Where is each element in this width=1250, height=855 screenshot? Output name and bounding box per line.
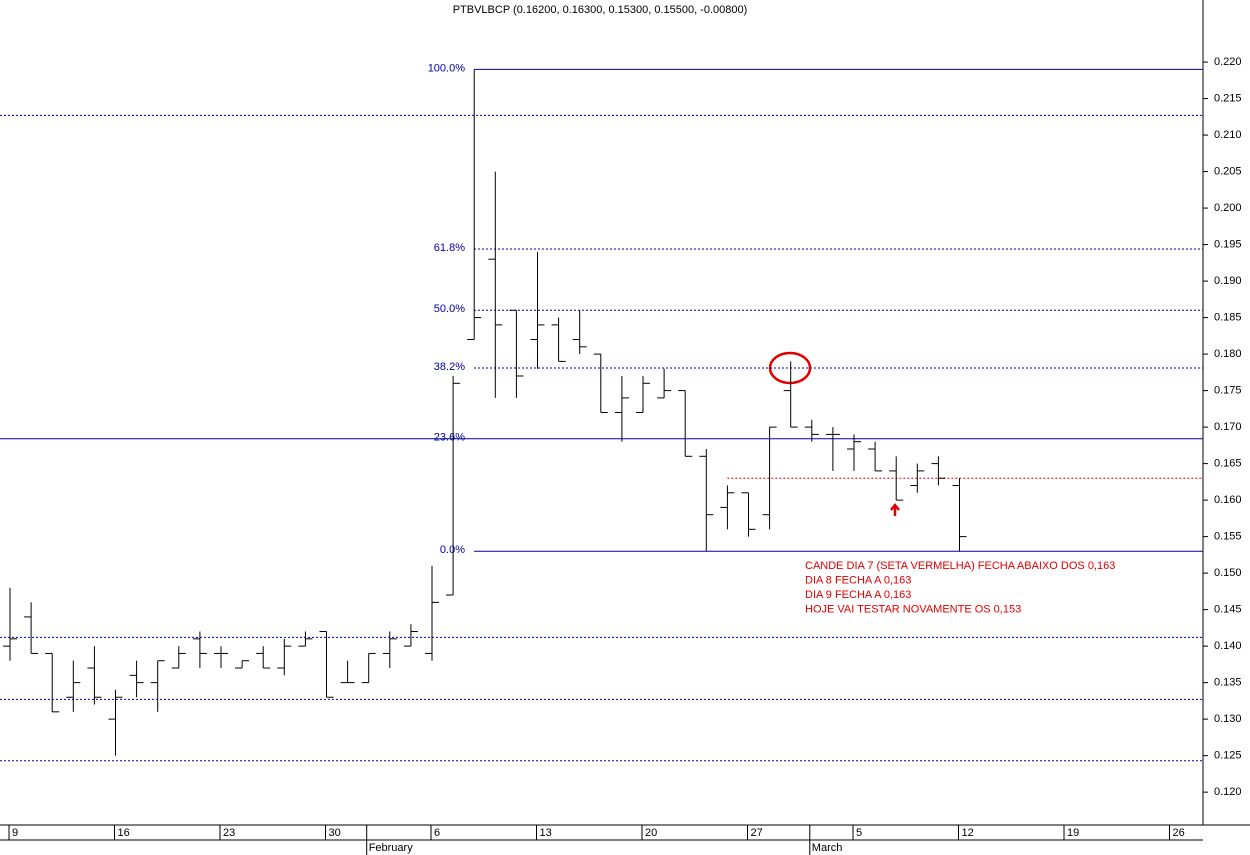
y-tick-label: 0.205: [1214, 165, 1242, 177]
red-arrow: [890, 502, 900, 516]
fib-label: 0.0%: [440, 544, 465, 556]
y-tick-label: 0.160: [1214, 494, 1242, 506]
fib-label: 23.6%: [434, 432, 465, 444]
x-tick-label: 30: [329, 827, 341, 839]
month-label: March: [812, 842, 843, 854]
y-tick-label: 0.175: [1214, 385, 1242, 397]
annotation: DIA 9 FECHA A 0,163: [805, 589, 911, 601]
x-tick-label: 12: [962, 827, 974, 839]
fib-label: 38.2%: [434, 361, 465, 373]
y-tick-label: 0.140: [1214, 640, 1242, 652]
x-tick-label: 6: [434, 827, 440, 839]
fib-label: 61.8%: [434, 242, 465, 254]
chart-title: PTBVLBCP (0.16200, 0.16300, 0.15300, 0.1…: [453, 4, 748, 16]
y-tick-label: 0.150: [1214, 567, 1242, 579]
x-tick-label: 20: [645, 827, 657, 839]
x-tick-label: 23: [223, 827, 235, 839]
y-tick-label: 0.170: [1214, 421, 1242, 433]
annotation: HOJE VAI TESTAR NOVAMENTE OS 0,153: [805, 603, 1021, 615]
x-tick-label: 27: [751, 827, 763, 839]
y-tick-label: 0.165: [1214, 458, 1242, 470]
y-tick-label: 0.195: [1214, 238, 1242, 250]
x-tick-label: 16: [118, 827, 130, 839]
x-tick-label: 5: [856, 827, 862, 839]
y-tick-label: 0.185: [1214, 311, 1242, 323]
y-tick-label: 0.210: [1214, 129, 1242, 141]
fib-label: 50.0%: [434, 303, 465, 315]
y-tick-label: 0.190: [1214, 275, 1242, 287]
x-tick-label: 26: [1173, 827, 1185, 839]
annotation: CANDE DIA 7 (SETA VERMELHA) FECHA ABAIXO…: [805, 560, 1115, 572]
y-tick-label: 0.200: [1214, 202, 1242, 214]
y-tick-label: 0.130: [1214, 713, 1242, 725]
y-tick-label: 0.125: [1214, 750, 1242, 762]
month-label: February: [369, 842, 414, 854]
annotation: DIA 8 FECHA A 0,163: [805, 574, 911, 586]
fib-label: 100.0%: [428, 62, 466, 74]
y-tick-label: 0.155: [1214, 531, 1242, 543]
y-tick-label: 0.180: [1214, 348, 1242, 360]
y-tick-label: 0.215: [1214, 92, 1242, 104]
y-tick-label: 0.120: [1214, 786, 1242, 798]
y-tick-label: 0.135: [1214, 677, 1242, 689]
x-tick-label: 13: [540, 827, 552, 839]
x-tick-label: 19: [1067, 827, 1079, 839]
y-tick-label: 0.145: [1214, 604, 1242, 616]
x-tick-label: 9: [12, 827, 18, 839]
y-tick-label: 0.220: [1214, 56, 1242, 68]
